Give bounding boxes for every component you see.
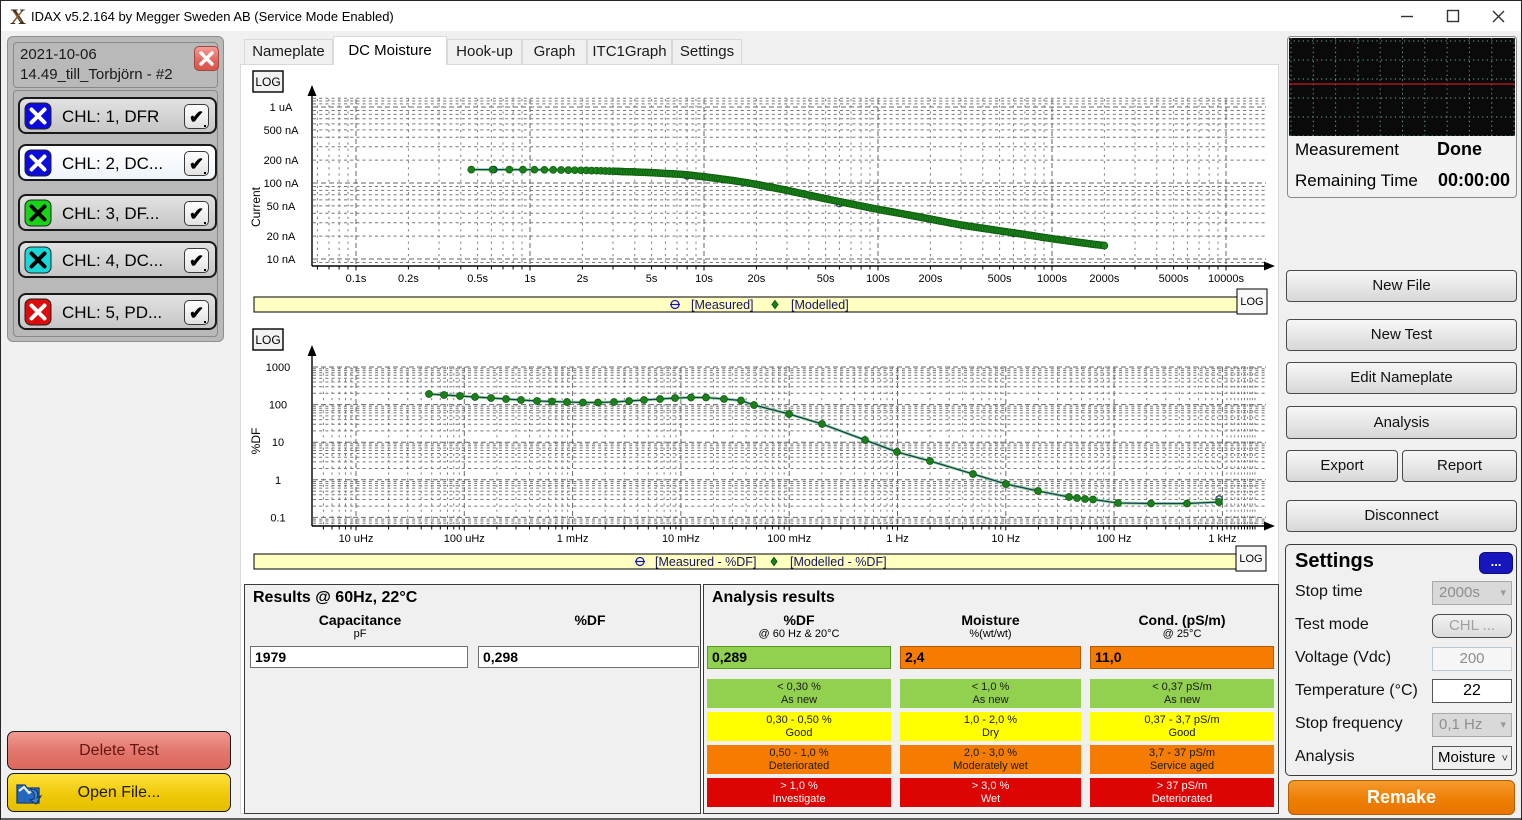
svg-text:1 mHz: 1 mHz — [557, 533, 589, 545]
svg-text:1 uA: 1 uA — [270, 102, 293, 114]
svg-text:10 Hz: 10 Hz — [991, 533, 1020, 545]
svg-text:1000s: 1000s — [1037, 273, 1067, 285]
svg-text:100 uHz: 100 uHz — [444, 533, 485, 545]
svg-text:LOG: LOG — [1239, 553, 1262, 565]
svg-text:100 nA: 100 nA — [264, 178, 300, 190]
svg-text:20s: 20s — [748, 273, 766, 285]
svg-text:10 uHz: 10 uHz — [339, 533, 374, 545]
svg-text:1s: 1s — [524, 273, 536, 285]
svg-text:[Modelled - %DF]: [Modelled - %DF] — [790, 555, 887, 569]
svg-text:200 nA: 200 nA — [264, 155, 300, 167]
svg-text:1000: 1000 — [266, 362, 290, 374]
svg-text:50s: 50s — [817, 273, 835, 285]
svg-text:10: 10 — [272, 437, 284, 449]
svg-text:20 nA: 20 nA — [267, 231, 296, 243]
svg-text:[Measured - %DF]: [Measured - %DF] — [655, 555, 756, 569]
svg-text:10s: 10s — [695, 273, 713, 285]
svg-text:2000s: 2000s — [1089, 273, 1119, 285]
svg-text:1 kHz: 1 kHz — [1208, 533, 1236, 545]
svg-text:100: 100 — [269, 400, 287, 412]
svg-text:10 mHz: 10 mHz — [662, 533, 700, 545]
svg-text:100s: 100s — [866, 273, 890, 285]
svg-text:LOG: LOG — [255, 75, 280, 89]
svg-text:%DF: %DF — [249, 428, 263, 455]
svg-text:500s: 500s — [988, 273, 1012, 285]
svg-text:Current: Current — [249, 186, 263, 227]
svg-text:[Modelled]: [Modelled] — [791, 298, 849, 312]
svg-text:[Measured]: [Measured] — [691, 298, 754, 312]
svg-text:100 mHz: 100 mHz — [767, 533, 811, 545]
svg-text:1 Hz: 1 Hz — [886, 533, 909, 545]
svg-text:5s: 5s — [646, 273, 658, 285]
svg-text:10000s: 10000s — [1208, 273, 1245, 285]
svg-text:1: 1 — [275, 475, 281, 487]
svg-text:5000s: 5000s — [1159, 273, 1189, 285]
svg-text:500 nA: 500 nA — [264, 125, 300, 137]
svg-text:0.5s: 0.5s — [467, 273, 488, 285]
svg-text:200s: 200s — [918, 273, 942, 285]
svg-text:100 Hz: 100 Hz — [1097, 533, 1132, 545]
svg-text:0.2s: 0.2s — [398, 273, 419, 285]
svg-text:50 nA: 50 nA — [267, 201, 296, 213]
svg-text:2s: 2s — [577, 273, 589, 285]
svg-text:0.1: 0.1 — [270, 512, 285, 524]
svg-text:0.1s: 0.1s — [346, 273, 367, 285]
svg-text:10 nA: 10 nA — [267, 254, 296, 266]
svg-text:LOG: LOG — [1240, 296, 1263, 308]
svg-text:LOG: LOG — [255, 333, 280, 347]
